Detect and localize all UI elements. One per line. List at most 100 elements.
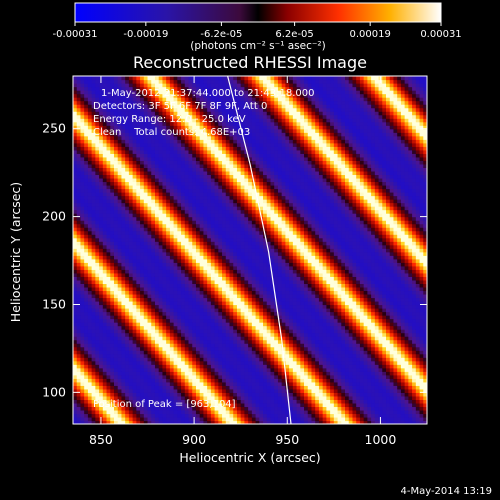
heatmap-cell (117, 220, 123, 225)
heatmap-cell (255, 118, 260, 123)
heatmap-cell (76, 272, 82, 277)
heatmap-cell (222, 255, 227, 260)
heatmap-cell (73, 163, 78, 168)
heatmap-cell (169, 114, 175, 119)
heatmap-cell (151, 121, 156, 126)
heatmap-cell (106, 258, 111, 263)
heatmap-cell (91, 97, 96, 102)
heatmap-cell (225, 234, 231, 239)
colorbar (74, 2, 442, 23)
heatmap-cell (181, 167, 186, 172)
heatmap-cell (121, 311, 126, 316)
heatmap-cell (95, 420, 100, 424)
heatmap-cell (117, 339, 123, 344)
heatmap-cell (76, 132, 82, 137)
heatmap-cell (110, 114, 115, 119)
heatmap-cell (214, 406, 219, 411)
heatmap-cell (80, 146, 85, 151)
heatmap-cell (225, 132, 231, 137)
heatmap-cell (140, 367, 145, 372)
heatmap-cell (192, 118, 197, 123)
heatmap-cell (199, 402, 205, 408)
heatmap-cell (132, 216, 137, 221)
heatmap-cell (173, 406, 178, 411)
heatmap-cell (147, 255, 152, 260)
heatmap-cell (140, 76, 145, 81)
heatmap-cell (154, 149, 160, 154)
heatmap-cell (244, 297, 249, 302)
heatmap-cell (87, 265, 93, 270)
heatmap-cell (199, 290, 205, 295)
heatmap-cell (240, 402, 246, 408)
heatmap-cell (207, 413, 212, 418)
heatmap-cell (229, 227, 234, 232)
heatmap-cell (95, 276, 100, 281)
heatmap-cell (162, 97, 167, 102)
heatmap-cell (210, 406, 216, 411)
heatmap-cell (169, 402, 175, 408)
heatmap-cell (218, 93, 223, 98)
heatmap-cell (76, 311, 82, 316)
heatmap-cell (76, 184, 82, 190)
heatmap-cell (87, 181, 93, 186)
heatmap-cell (248, 367, 253, 372)
heatmap-cell (195, 286, 201, 292)
heatmap-cell (136, 265, 141, 270)
heatmap-cell (248, 237, 253, 242)
heatmap-cell (181, 100, 186, 105)
heatmap-cell (222, 272, 227, 277)
heatmap-cell (192, 283, 197, 288)
heatmap-cell (162, 216, 167, 221)
heatmap-cell (162, 86, 167, 91)
heatmap-cell (158, 346, 164, 351)
heatmap-cell (143, 248, 149, 253)
heatmap-cell (218, 146, 223, 151)
heatmap-cell (218, 86, 223, 91)
heatmap-cell (117, 357, 123, 362)
heatmap-cell (244, 262, 249, 267)
heatmap-cell (147, 202, 152, 207)
heatmap-cell (132, 153, 137, 158)
heatmap-cell (151, 346, 156, 351)
heatmap-cell (166, 121, 171, 126)
heatmap-cell (136, 255, 141, 260)
heatmap-cell (102, 153, 108, 158)
heatmap-cell (177, 388, 182, 393)
heatmap-cell (125, 297, 130, 302)
heatmap-cell (259, 336, 264, 341)
heatmap-cell (229, 339, 234, 344)
heatmap-cell (225, 286, 231, 292)
heatmap-cell (158, 90, 164, 95)
heatmap-cell (132, 336, 137, 341)
heatmap-cell (87, 156, 93, 161)
heatmap-cell (233, 339, 238, 344)
heatmap-cell (248, 364, 253, 369)
heatmap-cell (207, 121, 212, 126)
heatmap-cell (128, 213, 134, 218)
heatmap-cell (147, 216, 152, 221)
heatmap-cell (136, 293, 141, 299)
heatmap-cell (188, 199, 193, 204)
heatmap-cell (95, 142, 100, 147)
heatmap-cell (181, 192, 186, 197)
heatmap-cell (99, 125, 104, 130)
heatmap-cell (210, 402, 216, 408)
heatmap-cell (73, 399, 78, 404)
heatmap-cell (136, 206, 141, 211)
heatmap-cell (132, 86, 137, 91)
heatmap-cell (132, 146, 137, 151)
heatmap-cell (143, 223, 149, 228)
heatmap-cell (229, 107, 234, 112)
heatmap-cell (143, 153, 149, 158)
heatmap-cell (87, 388, 93, 393)
heatmap-cell (99, 332, 104, 337)
heatmap-cell (113, 322, 119, 327)
heatmap-cell (121, 290, 126, 295)
heatmap-cell (233, 308, 238, 313)
heatmap-cell (222, 153, 227, 158)
heatmap-cell (84, 255, 89, 260)
heatmap-cell (240, 93, 246, 98)
heatmap-cell (177, 234, 182, 239)
heatmap-cell (121, 329, 126, 334)
heatmap-cell (151, 251, 156, 256)
